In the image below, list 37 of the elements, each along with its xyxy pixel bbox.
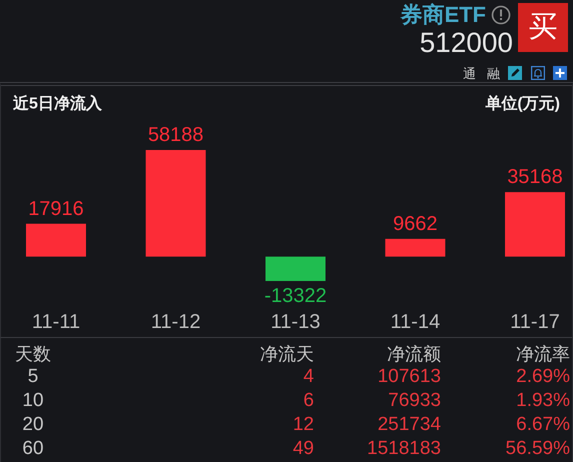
- text: 1.93%: [516, 390, 570, 411]
- text: 6: [303, 390, 314, 411]
- text: 券商ETF: [400, 2, 486, 27]
- data-label: 58188: [148, 124, 204, 146]
- chart-title: 近5日净流入: [12, 94, 103, 112]
- text: 6.67%: [516, 414, 570, 434]
- text: 1518183: [367, 438, 441, 458]
- category-label: 20: [22, 414, 44, 434]
- x-tick-label: 11-17: [510, 311, 560, 333]
- x-tick-label: 11-11: [32, 311, 80, 333]
- x-tick-label: 11-12: [150, 311, 201, 333]
- text: 12: [292, 414, 314, 434]
- data-label: 9662: [393, 212, 438, 235]
- text: 76933: [388, 390, 441, 411]
- text: 56.59%: [506, 438, 570, 458]
- category-label: 净流率: [516, 344, 570, 364]
- text: 49: [292, 438, 314, 458]
- category-label: 10: [22, 390, 44, 411]
- y-axis-title: 单位(万元): [484, 94, 560, 112]
- text: 通: [463, 66, 476, 81]
- text: 2.69%: [516, 366, 570, 387]
- data-label: -13322: [264, 285, 327, 307]
- data-label: 17916: [28, 198, 84, 220]
- text: 512000: [420, 27, 513, 58]
- category-label: 5: [28, 366, 38, 387]
- category-label: 净流天: [260, 344, 314, 364]
- text: 4: [303, 366, 314, 387]
- x-tick-label: 11-13: [270, 311, 320, 333]
- text: 融: [487, 66, 500, 81]
- category-label: 60: [22, 438, 44, 458]
- text: 251734: [378, 414, 441, 434]
- x-tick-label: 11-14: [390, 311, 440, 333]
- buy-button: 买: [518, 3, 568, 52]
- category-label: 净流额: [387, 344, 441, 364]
- data-label: 35168: [507, 166, 563, 188]
- text: 天数: [14, 344, 52, 364]
- text: 107613: [378, 366, 441, 387]
